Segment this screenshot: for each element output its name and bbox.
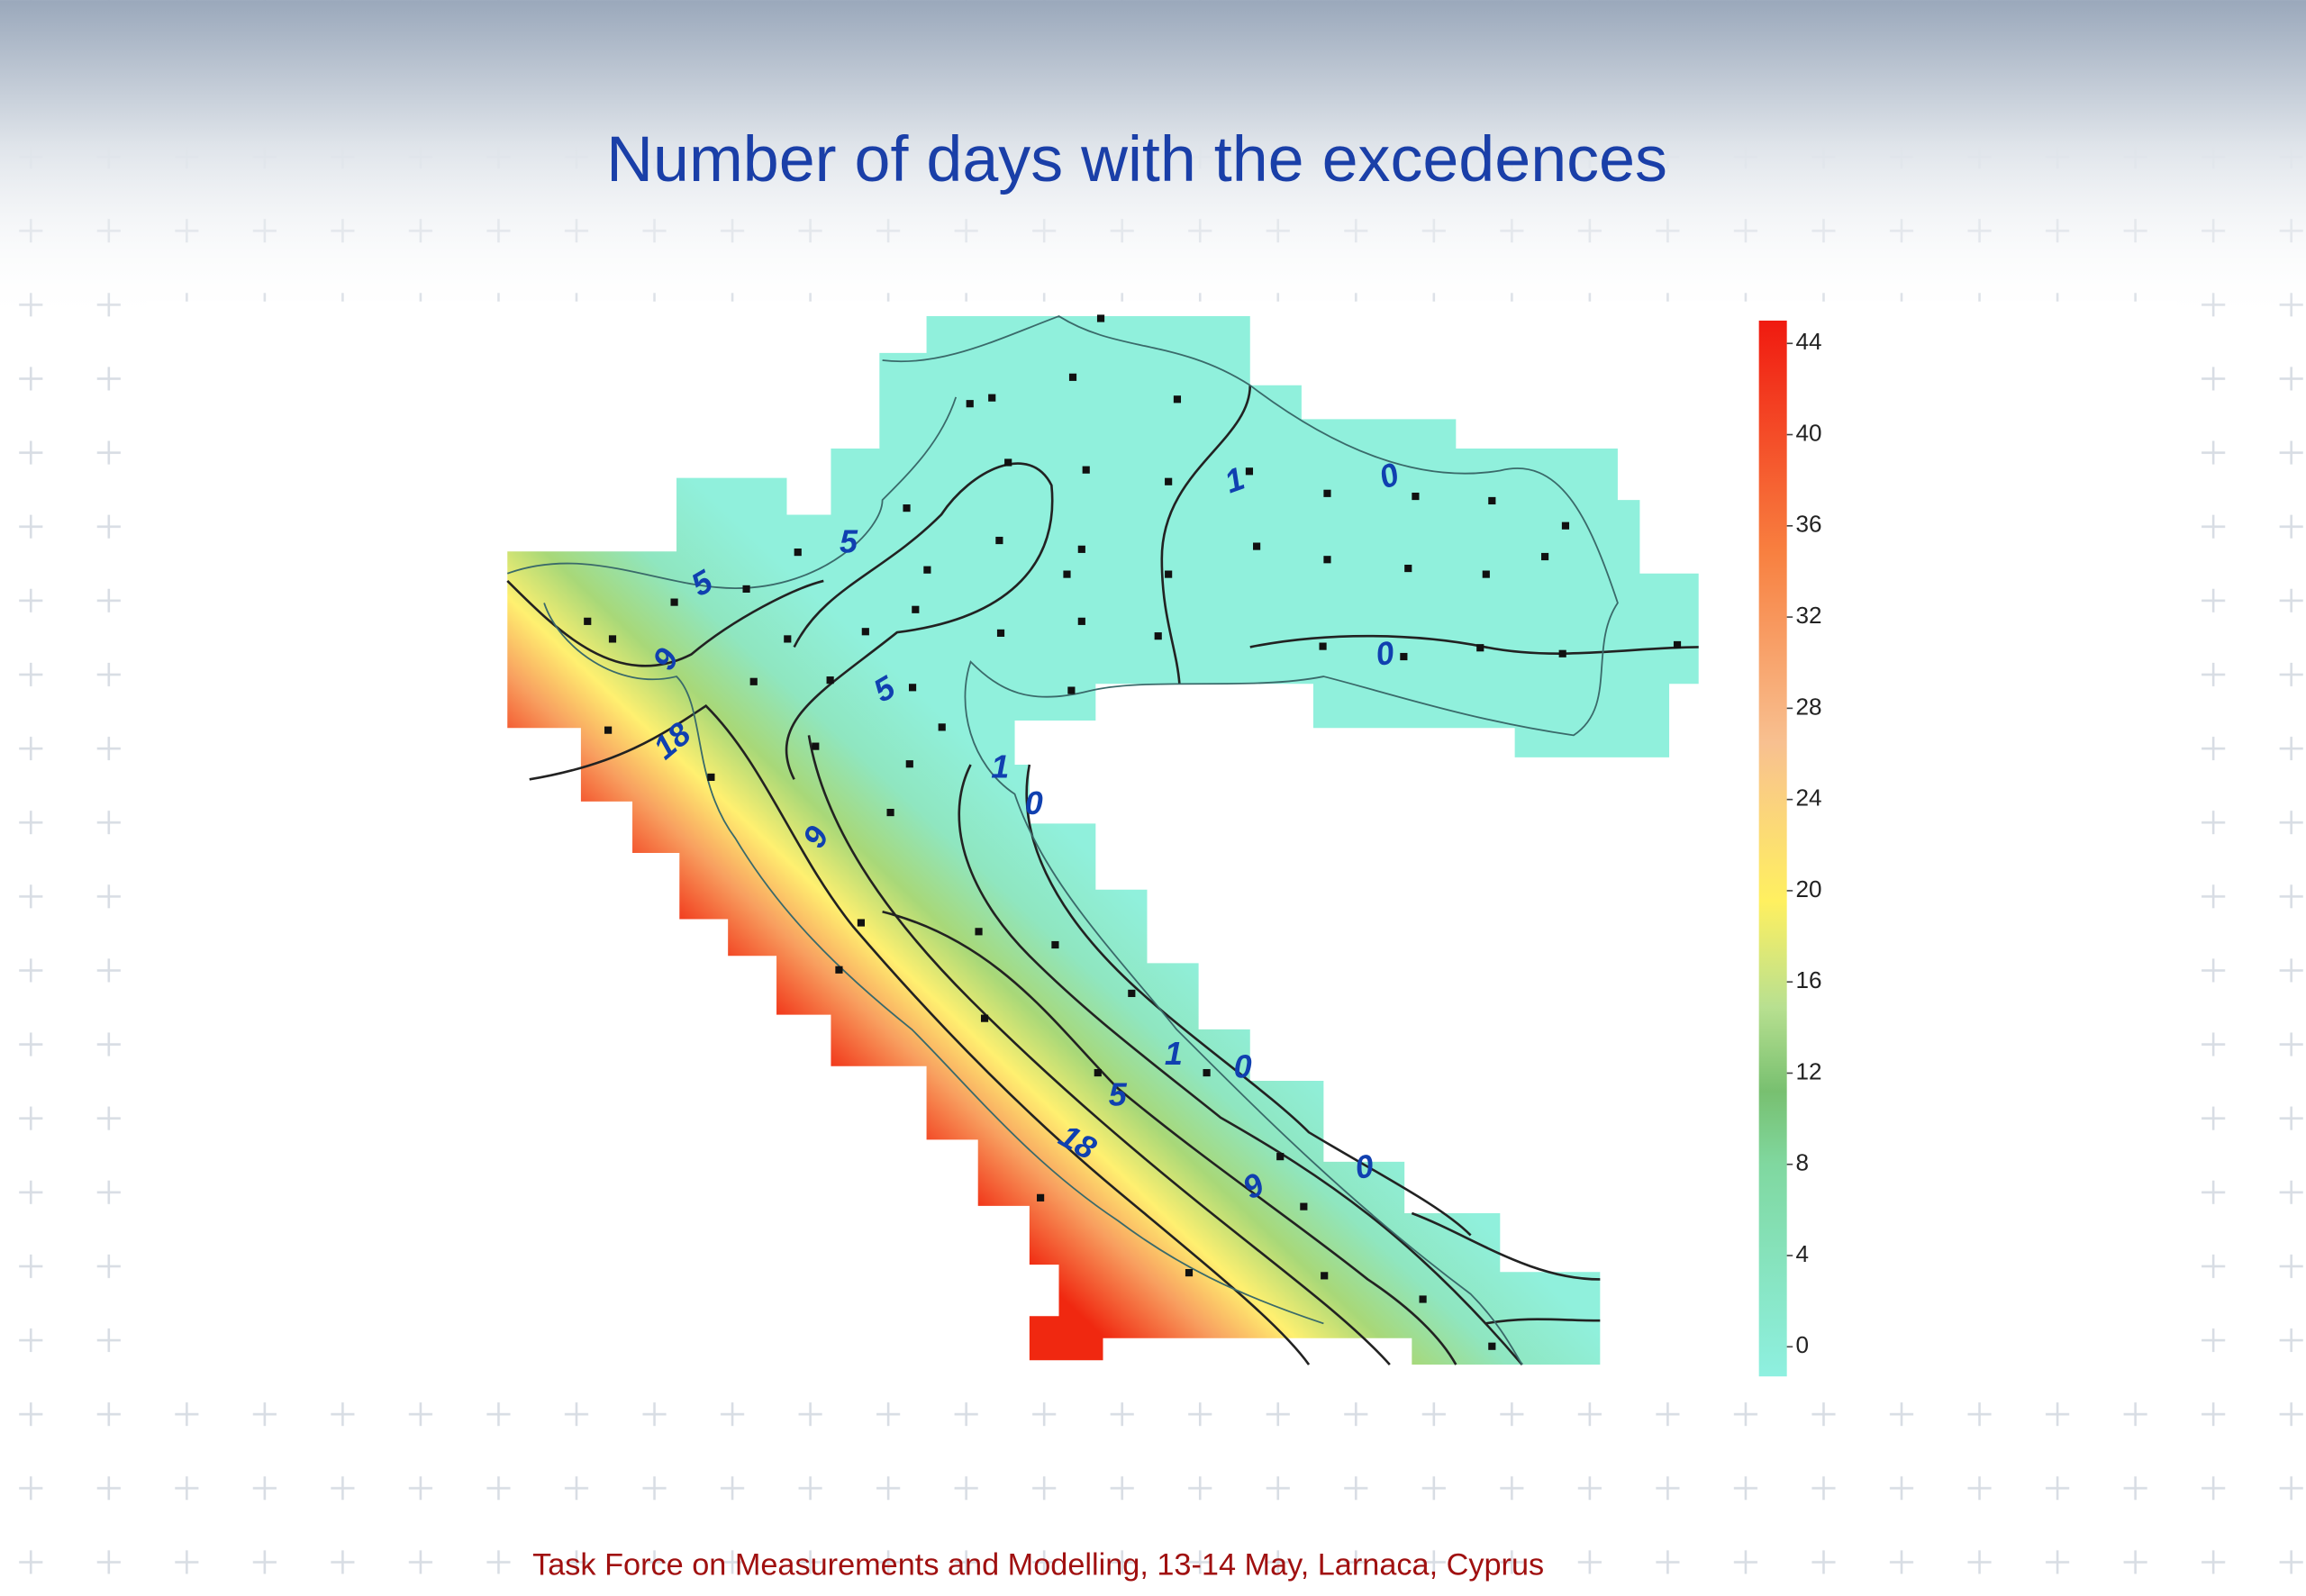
contour-label: 0 (1025, 784, 1043, 821)
contour-lines (506, 385, 1699, 1366)
footer: Task Force on Measurements and Modelling… (532, 1548, 1544, 1582)
colorbar-tick-label: 44 (1795, 328, 1821, 355)
colorbar-tick-label: 12 (1795, 1057, 1821, 1084)
map-field (507, 316, 1699, 1365)
colorbar-tick-label: 4 (1795, 1240, 1809, 1267)
contour-label: 1 (1165, 1035, 1183, 1072)
contour-label: 0 (1234, 1047, 1252, 1084)
contour-label: 5 (1109, 1075, 1128, 1112)
contour-label: 5 (840, 523, 858, 560)
colorbar-tick-label: 40 (1795, 419, 1821, 446)
colorbar-tick-label: 8 (1795, 1149, 1809, 1176)
colorbar: 0 4 8 12 16 20 24 28 32 36 40 44 (1758, 320, 1822, 1377)
colorbar-tick-label: 36 (1795, 511, 1821, 538)
colorbar-tick-label: 20 (1795, 875, 1821, 902)
colorbar-tick-label: 32 (1795, 602, 1821, 629)
colorbar-tick-label: 16 (1795, 966, 1821, 993)
stations (584, 314, 1682, 1350)
borders (506, 315, 1619, 1365)
colorbar-tick-label: 28 (1795, 693, 1821, 720)
colorbar-scale (1758, 320, 1787, 1377)
colorbar-tick-label: 0 (1795, 1331, 1809, 1358)
slide-title: Number of days with the excedences (606, 123, 1667, 195)
colorbar-tick-label: 24 (1795, 784, 1821, 812)
sky-banner (0, 0, 2306, 324)
contour-label: 1 (991, 748, 1009, 784)
